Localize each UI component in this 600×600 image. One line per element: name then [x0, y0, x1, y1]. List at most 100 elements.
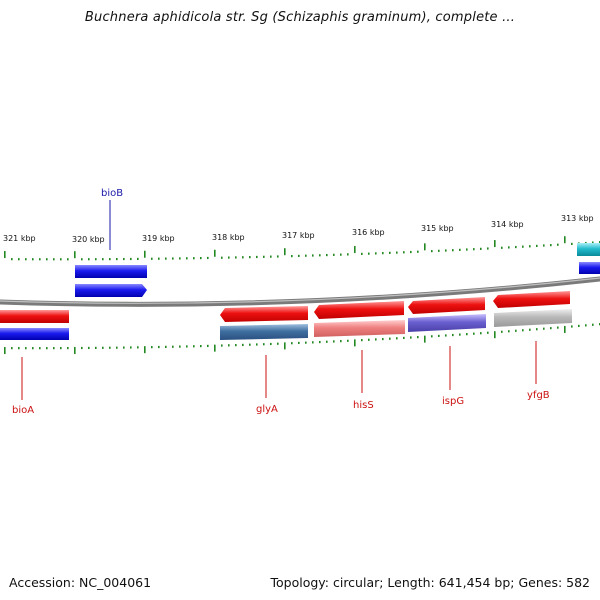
- gene-hisS[interactable]: [314, 301, 404, 319]
- minor-tick: [403, 336, 405, 340]
- minor-tick: [102, 346, 104, 349]
- minor-tick: [389, 251, 391, 254]
- scale-label-321: 321 kbp: [3, 234, 36, 243]
- minor-tick: [277, 342, 279, 345]
- minor-tick: [557, 326, 559, 329]
- major-tick: [564, 325, 566, 333]
- minor-tick: [543, 327, 545, 330]
- minor-tick: [81, 258, 83, 261]
- minor-tick: [95, 258, 97, 261]
- minor-tick: [347, 253, 349, 256]
- scale-label-316: 316 kbp: [352, 228, 385, 237]
- minor-tick: [291, 255, 293, 258]
- label-ispG[interactable]: ispG: [442, 396, 464, 407]
- minor-tick: [312, 341, 314, 344]
- minor-tick: [312, 254, 314, 257]
- gene-ispG[interactable]: [408, 297, 485, 314]
- minor-tick: [431, 250, 433, 253]
- minor-tick: [382, 337, 384, 341]
- minor-tick: [319, 254, 321, 257]
- major-tick: [494, 240, 496, 248]
- minor-tick: [473, 248, 475, 251]
- minor-tick: [389, 337, 391, 340]
- gene-forward-right[interactable]: [579, 262, 600, 274]
- minor-tick: [333, 253, 335, 256]
- minor-tick: [263, 255, 265, 258]
- minor-tick: [60, 347, 62, 350]
- minor-tick: [515, 329, 517, 332]
- gene-yfgB-cog[interactable]: [494, 309, 572, 327]
- major-tick: [354, 246, 356, 254]
- gene-cyan-right[interactable]: [577, 243, 600, 256]
- major-tick: [284, 248, 286, 256]
- major-tick: [74, 251, 76, 259]
- minor-tick: [11, 258, 13, 261]
- minor-tick: [305, 341, 307, 344]
- gene-yfgB[interactable]: [493, 291, 570, 308]
- minor-tick: [158, 345, 160, 349]
- minor-tick: [340, 340, 342, 343]
- major-tick: [4, 251, 6, 259]
- minor-tick: [53, 347, 55, 350]
- minor-tick: [487, 331, 489, 334]
- label-bioB[interactable]: bioB: [101, 188, 123, 199]
- minor-tick: [536, 244, 538, 248]
- minor-tick: [557, 243, 559, 246]
- gene-hisS-cog[interactable]: [314, 320, 405, 337]
- gene-glyA[interactable]: [220, 306, 308, 322]
- gene-forward-top[interactable]: [75, 265, 147, 278]
- major-tick: [354, 339, 356, 347]
- minor-tick: [172, 257, 174, 260]
- minor-tick: [81, 346, 83, 350]
- minor-tick: [186, 345, 188, 348]
- gene-bioA[interactable]: [0, 310, 69, 323]
- gene-ispG-cog[interactable]: [408, 314, 486, 332]
- major-tick: [74, 346, 76, 354]
- minor-tick: [235, 344, 237, 347]
- minor-tick: [326, 253, 328, 257]
- genome-backbone-highlight: [0, 277, 600, 304]
- minor-tick: [53, 258, 55, 261]
- scale-labels: 321 kbp 320 kbp 319 kbp 318 kbp 317 kbp …: [3, 214, 594, 244]
- minor-tick: [165, 257, 167, 260]
- label-hisS[interactable]: hisS: [353, 400, 374, 411]
- minor-tick: [67, 258, 69, 261]
- minor-tick: [431, 335, 433, 338]
- minor-tick: [501, 330, 503, 333]
- minor-tick: [242, 343, 244, 347]
- minor-tick: [438, 249, 440, 252]
- minor-tick: [466, 248, 468, 251]
- minor-tick: [487, 247, 489, 250]
- minor-tick: [473, 332, 475, 335]
- minor-tick: [291, 342, 293, 345]
- label-glyA[interactable]: glyA: [256, 404, 278, 415]
- scale-label-317: 317 kbp: [282, 231, 315, 240]
- scale-label-318: 318 kbp: [212, 233, 245, 242]
- minor-tick: [445, 249, 447, 252]
- minor-tick: [326, 340, 328, 343]
- gene-glyA-cog[interactable]: [220, 324, 308, 340]
- major-tick: [4, 347, 6, 355]
- minor-tick: [46, 347, 48, 350]
- minor-tick: [480, 247, 482, 250]
- minor-tick: [249, 343, 251, 346]
- major-tick: [564, 236, 566, 244]
- minor-tick: [501, 246, 503, 249]
- label-yfgB[interactable]: yfgB: [527, 390, 550, 401]
- minor-tick: [550, 244, 552, 247]
- minor-tick: [32, 258, 34, 261]
- minor-tick: [60, 258, 62, 261]
- minor-tick: [438, 334, 440, 338]
- minor-tick: [459, 333, 461, 336]
- minor-tick: [158, 257, 160, 260]
- minor-tick: [522, 329, 524, 332]
- minor-tick: [298, 341, 300, 345]
- minor-tick: [585, 324, 587, 327]
- minor-tick: [116, 346, 118, 349]
- label-bioA[interactable]: bioA: [12, 405, 34, 416]
- forward-genes: [75, 243, 600, 297]
- gene-bioA-cog[interactable]: [0, 328, 69, 340]
- minor-tick: [592, 241, 594, 244]
- gene-bioB[interactable]: [75, 284, 147, 297]
- minor-tick: [130, 257, 132, 261]
